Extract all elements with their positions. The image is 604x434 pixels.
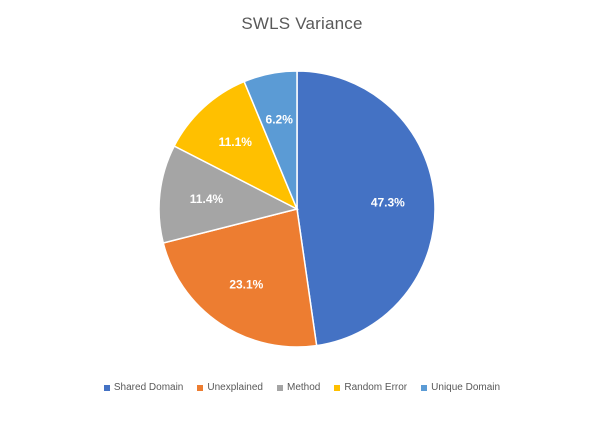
legend-swatch-icon xyxy=(334,384,341,391)
legend-swatch-icon xyxy=(421,384,428,391)
legend-label: Random Error xyxy=(344,382,408,393)
pie-slice-unique-domain xyxy=(243,70,298,210)
legend-swatch-icon xyxy=(197,384,204,391)
legend-item-method: Method xyxy=(276,382,321,393)
legend-item-unique-domain: Unique Domain xyxy=(421,382,500,393)
pie-slice-shared-domain xyxy=(296,70,436,347)
legend-item-random-error: Random Error xyxy=(334,382,407,393)
data-label-unique-domain: 6.2% xyxy=(266,113,294,127)
legend-label: Unique Domain xyxy=(431,382,501,393)
legend-label: Method xyxy=(286,382,321,393)
chart-legend: Shared Domain Unexplained Method Random Err… xyxy=(0,382,604,393)
legend-label: Shared Domain xyxy=(113,382,184,393)
data-label-shared-domain: 47.3% xyxy=(371,196,405,210)
pie-slice-random-error xyxy=(173,80,299,211)
legend-swatch-icon xyxy=(103,384,110,391)
legend-swatch-icon xyxy=(276,384,283,391)
data-label-method: 11.4% xyxy=(190,192,224,206)
legend-item-shared-domain: Shared Domain xyxy=(103,382,184,393)
data-label-random-error: 11.1% xyxy=(219,135,253,149)
legend-label: Unexplained xyxy=(207,382,263,393)
legend-item-unexplained: Unexplained xyxy=(197,382,263,393)
pie-slice-unexplained xyxy=(162,208,318,348)
pie-slice-method xyxy=(158,145,300,244)
data-label-unexplained: 23.1% xyxy=(229,278,263,292)
chart-title: SWLS Variance xyxy=(241,14,363,33)
